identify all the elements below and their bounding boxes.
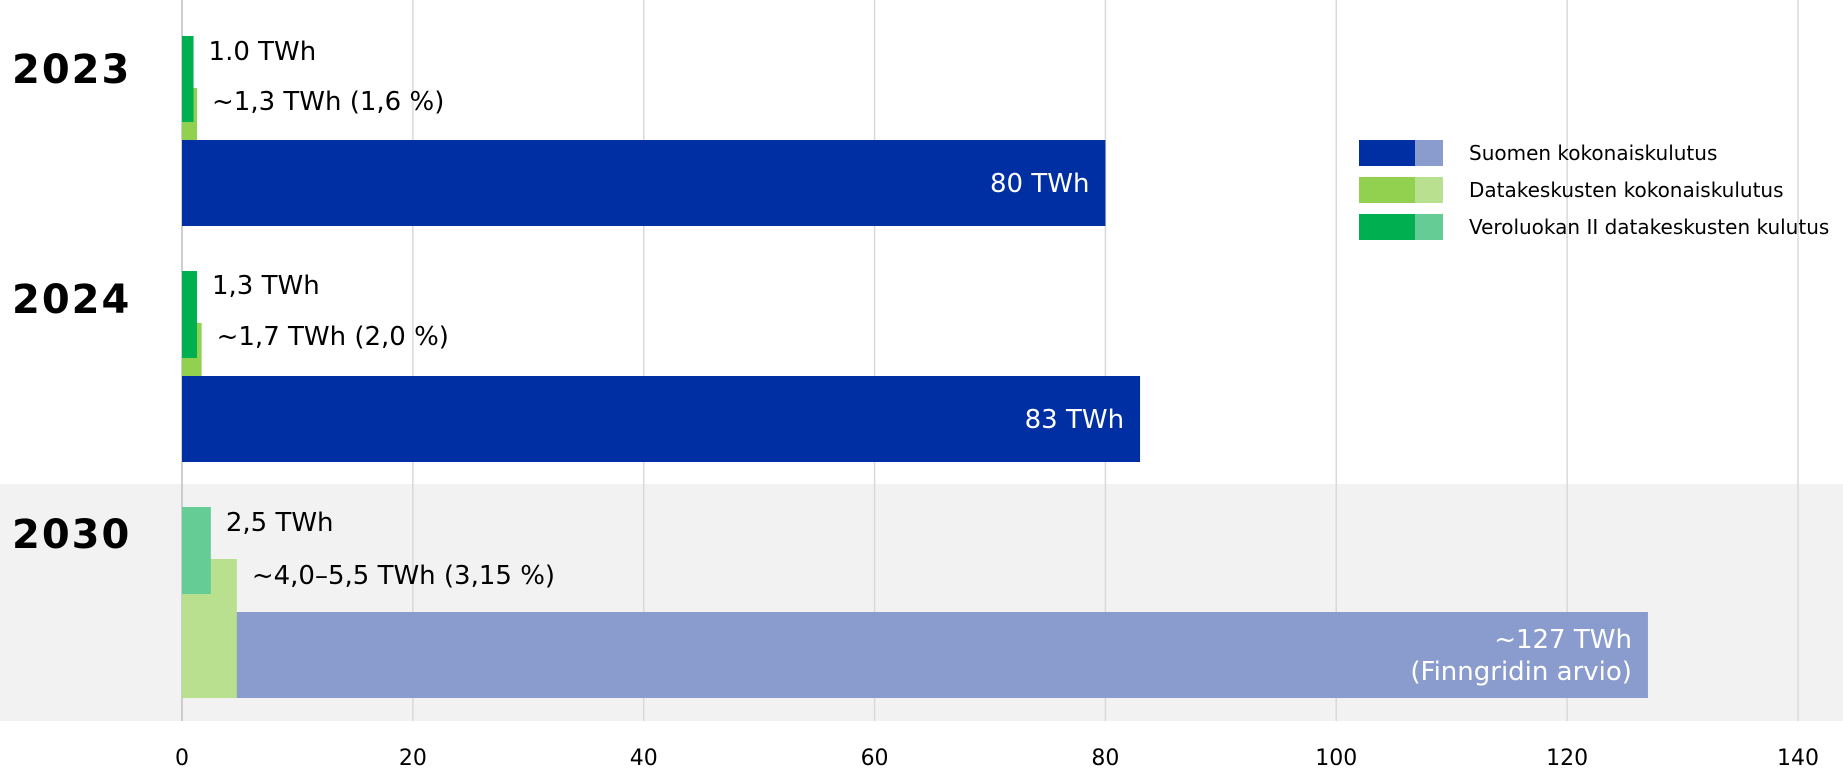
label-tax-class-ii: 1,3 TWh [212,271,320,301]
legend-label: Suomen kokonaiskulutus [1469,141,1717,165]
label-total: 80 TWh [990,169,1089,199]
legend-swatch [1359,214,1415,240]
label-tax-class-ii: 1.0 TWh [209,37,317,67]
bar-tax-class-ii [182,271,198,358]
label-datacenters: ~4,0–5,5 TWh (3,15 %) [252,561,555,591]
legend-label: Datakeskusten kokonaiskulutus [1469,178,1784,202]
bar-tax-class-ii [182,507,211,594]
label-total: ~127 TWh [1494,625,1632,655]
legend-swatch-projected [1415,140,1443,166]
bar-total [182,140,1106,226]
x-tick-label: 20 [399,746,427,770]
legend-swatch [1359,177,1415,203]
x-tick-label: 40 [630,746,658,770]
label-total: 83 TWh [1025,405,1124,435]
year-label: 2023 [12,47,131,93]
x-tick-label: 100 [1315,746,1357,770]
x-tick-label: 60 [861,746,889,770]
x-tick-label: 0 [175,746,189,770]
x-tick-label: 80 [1091,746,1119,770]
legend-swatch-projected [1415,214,1443,240]
year-label: 2030 [12,512,131,558]
year-label: 2024 [12,277,131,323]
label-total: (Finngridin arvio) [1410,657,1632,687]
bar-tax-class-ii [182,36,194,122]
bar-total [182,612,1648,698]
legend-swatch-projected [1415,177,1443,203]
legend-label: Veroluokan II datakeskusten kulutus [1469,215,1829,239]
label-datacenters: ~1,3 TWh (1,6 %) [212,87,444,117]
legend-swatch [1359,140,1415,166]
bar-total [182,376,1141,462]
label-datacenters: ~1,7 TWh (2,0 %) [217,322,449,352]
x-tick-label: 120 [1546,746,1588,770]
label-tax-class-ii: 2,5 TWh [226,508,334,538]
x-tick-label: 140 [1777,746,1819,770]
